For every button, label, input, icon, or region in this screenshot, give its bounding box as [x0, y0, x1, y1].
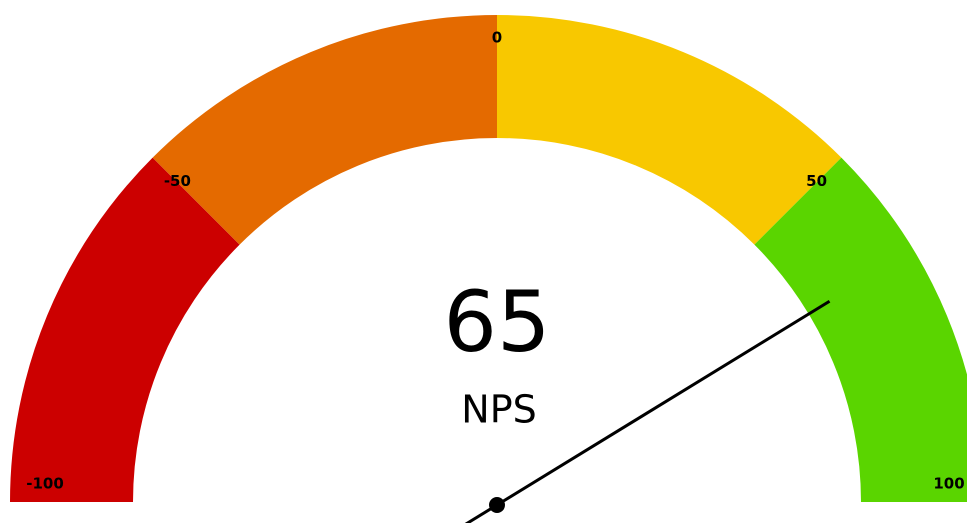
gauge-tick-label: 50: [806, 172, 827, 190]
gauge-band: [10, 157, 240, 503]
gauge-tick-label: 100: [933, 475, 964, 493]
gauge-needle-pivot: [489, 497, 505, 513]
gauge-label: NPS: [461, 388, 536, 432]
gauge-band: [754, 157, 967, 502]
gauge-tick-label: 0: [492, 29, 502, 47]
gauge-tick-label: -100: [26, 475, 64, 493]
gauge-value: 65: [444, 273, 551, 371]
gauge-ticks: -100 -50 0 50 100: [26, 29, 964, 493]
gauge-bands: [10, 15, 967, 503]
gauge-band: [497, 15, 842, 245]
gauge-tick-label: -50: [164, 172, 191, 190]
gauge-band: [152, 15, 498, 245]
gauge-needle-group: [464, 299, 831, 523]
